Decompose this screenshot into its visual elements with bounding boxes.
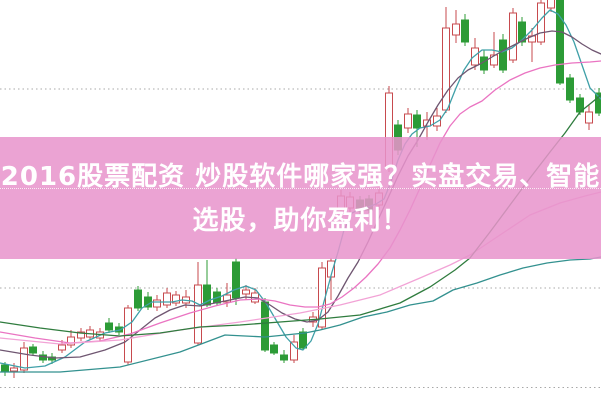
up-candle-body [223, 294, 231, 303]
up-candle-body [172, 294, 180, 304]
gridline-through-banner [0, 188, 601, 189]
down-candle-body [261, 301, 269, 351]
down-candle-body [280, 354, 288, 361]
up-candle-body [58, 344, 66, 351]
up-candle-body [290, 341, 298, 361]
down-candle-body [461, 19, 469, 43]
up-candle-body [67, 336, 75, 346]
promo-banner-overlay: 2016股票配资 炒股软件哪家强？实盘交易、智能 选股，助你盈利！ [0, 137, 601, 259]
down-candle-body [566, 77, 574, 101]
ma-slow-teal-line [0, 256, 601, 373]
ma-slate-purple-line [0, 30, 601, 359]
up-candle-body [452, 23, 460, 36]
up-candle-body [585, 111, 593, 124]
up-candle-body [242, 289, 250, 295]
down-candle-body [556, 0, 564, 84]
down-candle-body [518, 21, 526, 43]
down-candle-body [105, 322, 113, 331]
down-candle-body [299, 331, 307, 349]
up-candle-body [163, 292, 171, 306]
down-candle-body [595, 92, 601, 114]
down-candle-body [270, 344, 278, 354]
ma-magenta-line [0, 60, 601, 344]
up-candle-body [10, 367, 18, 372]
up-candle-body [153, 299, 161, 308]
down-candle-body [134, 289, 142, 309]
up-candle-body [194, 284, 202, 344]
up-candle-body [509, 12, 517, 61]
up-candle-body [20, 347, 28, 371]
up-candle-body [547, 0, 555, 9]
down-candle-body [413, 114, 421, 129]
down-candle-body [499, 39, 507, 71]
down-candle-body [1, 364, 9, 373]
up-candle-body [471, 47, 479, 66]
down-candle-body [232, 261, 240, 299]
down-candle-body [115, 326, 123, 333]
banner-text-line2: 选股，助你盈利！ [192, 206, 409, 236]
candles [1, 0, 601, 378]
banner-text-line1: 2016股票配资 炒股软件哪家强？实盘交易、智能 [0, 162, 601, 192]
down-candle-body [29, 346, 37, 354]
up-candle-body [490, 54, 498, 66]
up-candle-body [433, 115, 441, 127]
up-candle-body [77, 331, 85, 339]
up-candle-body [404, 113, 412, 129]
